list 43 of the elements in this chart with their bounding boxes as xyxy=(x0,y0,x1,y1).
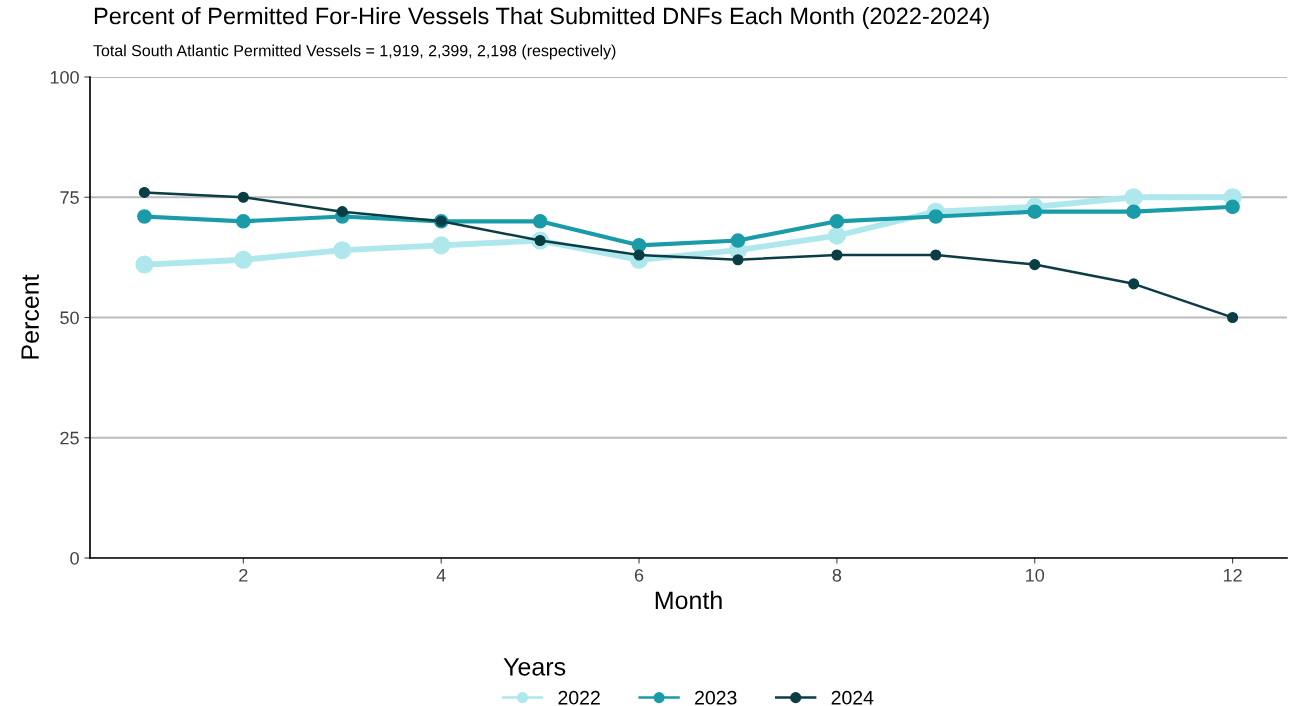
point xyxy=(138,186,150,198)
point xyxy=(1225,199,1240,215)
point xyxy=(730,233,746,248)
y-tick-label: 75 xyxy=(60,191,79,204)
point xyxy=(333,241,352,260)
y-tick-label: 50 xyxy=(60,311,79,325)
point xyxy=(237,191,249,203)
point xyxy=(732,254,744,266)
y-tick-label: 100 xyxy=(50,70,79,84)
x-tick-label: 6 xyxy=(634,568,644,582)
point xyxy=(432,236,451,255)
point xyxy=(1027,204,1043,219)
x-tick-label: 2 xyxy=(239,568,248,582)
point xyxy=(1227,311,1239,324)
point xyxy=(234,250,253,269)
legend-label: 2024 xyxy=(831,690,874,705)
point xyxy=(137,209,152,224)
chart-subtitle: Total South Atlantic Permitted Vessels = 1,919, 2,399, 2,198 (respectively) xyxy=(93,44,616,60)
y-tick-label: 0 xyxy=(70,551,79,565)
point xyxy=(829,214,845,229)
point xyxy=(236,214,251,229)
point xyxy=(1124,188,1143,207)
point xyxy=(1128,278,1140,290)
legend-label: 2023 xyxy=(695,690,737,705)
point xyxy=(1029,259,1041,271)
point xyxy=(336,206,348,218)
point xyxy=(532,214,548,229)
x-tick-label: 8 xyxy=(832,568,842,582)
y-axis-title: Percent xyxy=(21,274,39,359)
point xyxy=(1126,204,1141,219)
x-tick-label: 12 xyxy=(1223,568,1242,582)
legend-title: Years xyxy=(503,658,566,676)
x-tick-label: 4 xyxy=(436,569,446,582)
point xyxy=(928,209,944,224)
legend-label: 2022 xyxy=(558,690,600,705)
x-tick-label: 10 xyxy=(1026,568,1045,582)
point xyxy=(135,255,154,274)
y-tick-label: 25 xyxy=(60,431,79,445)
point xyxy=(831,249,843,261)
x-axis-title: Month xyxy=(655,590,722,610)
point xyxy=(930,249,942,261)
chart-title: Percent of Permitted For-Hire Vessels That Submitted DNFs Each Month (2022-2024) xyxy=(94,7,989,29)
point xyxy=(827,226,846,245)
